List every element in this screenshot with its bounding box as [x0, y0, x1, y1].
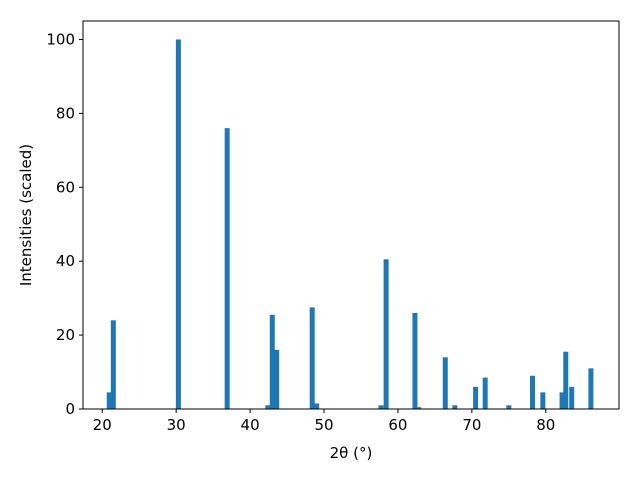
bar	[314, 403, 320, 409]
bar	[563, 351, 569, 409]
bar	[452, 405, 458, 409]
x-tick-label: 50	[314, 416, 333, 434]
bar	[274, 349, 280, 409]
bar	[265, 405, 271, 409]
y-tick-label: 80	[56, 104, 75, 122]
bar	[224, 128, 230, 409]
bar	[442, 357, 448, 409]
bar	[559, 392, 565, 409]
bar	[530, 375, 536, 409]
bar	[473, 386, 479, 409]
bar	[175, 39, 181, 409]
x-axis-label: 2θ (°)	[330, 444, 373, 462]
bar	[378, 405, 384, 409]
x-tick-label: 70	[462, 416, 481, 434]
bar	[416, 407, 422, 409]
x-tick-label: 30	[167, 416, 186, 434]
bar	[309, 307, 315, 409]
bar	[412, 312, 418, 409]
y-tick-label: 40	[56, 252, 75, 270]
x-tick-label: 40	[241, 416, 260, 434]
bar	[110, 320, 116, 409]
y-tick-label: 20	[56, 326, 75, 344]
bar	[106, 392, 112, 409]
bar	[540, 392, 546, 409]
bar	[506, 405, 512, 409]
bar	[383, 259, 389, 409]
bar	[269, 314, 275, 409]
plot-frame	[82, 20, 620, 410]
y-tick-label: 60	[56, 178, 75, 196]
x-tick-label: 20	[93, 416, 112, 434]
x-tick-label: 80	[536, 416, 555, 434]
bar	[482, 377, 488, 409]
y-tick-label: 0	[65, 400, 75, 418]
bar	[569, 386, 575, 409]
x-tick-label: 60	[388, 416, 407, 434]
y-tick-label: 100	[46, 30, 75, 48]
bar	[588, 368, 594, 409]
y-axis-label: Intensities (scaled)	[17, 144, 35, 286]
